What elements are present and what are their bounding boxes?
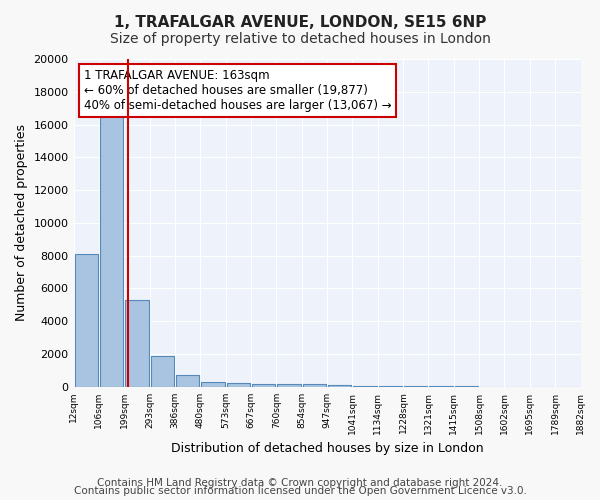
- Bar: [100, 116, 123, 386]
- Bar: [252, 384, 275, 386]
- Bar: [74, 254, 98, 386]
- Bar: [176, 375, 199, 386]
- X-axis label: Distribution of detached houses by size in London: Distribution of detached houses by size …: [171, 442, 484, 455]
- Bar: [302, 384, 326, 386]
- Bar: [227, 383, 250, 386]
- Bar: [125, 300, 149, 386]
- Text: Contains public sector information licensed under the Open Government Licence v3: Contains public sector information licen…: [74, 486, 526, 496]
- Text: Size of property relative to detached houses in London: Size of property relative to detached ho…: [110, 32, 490, 46]
- Text: Contains HM Land Registry data © Crown copyright and database right 2024.: Contains HM Land Registry data © Crown c…: [97, 478, 503, 488]
- Y-axis label: Number of detached properties: Number of detached properties: [15, 124, 28, 322]
- Text: 1, TRAFALGAR AVENUE, LONDON, SE15 6NP: 1, TRAFALGAR AVENUE, LONDON, SE15 6NP: [114, 15, 486, 30]
- Bar: [201, 382, 224, 386]
- Bar: [151, 356, 174, 386]
- Bar: [277, 384, 301, 386]
- Text: 1 TRAFALGAR AVENUE: 163sqm
← 60% of detached houses are smaller (19,877)
40% of : 1 TRAFALGAR AVENUE: 163sqm ← 60% of deta…: [83, 69, 391, 112]
